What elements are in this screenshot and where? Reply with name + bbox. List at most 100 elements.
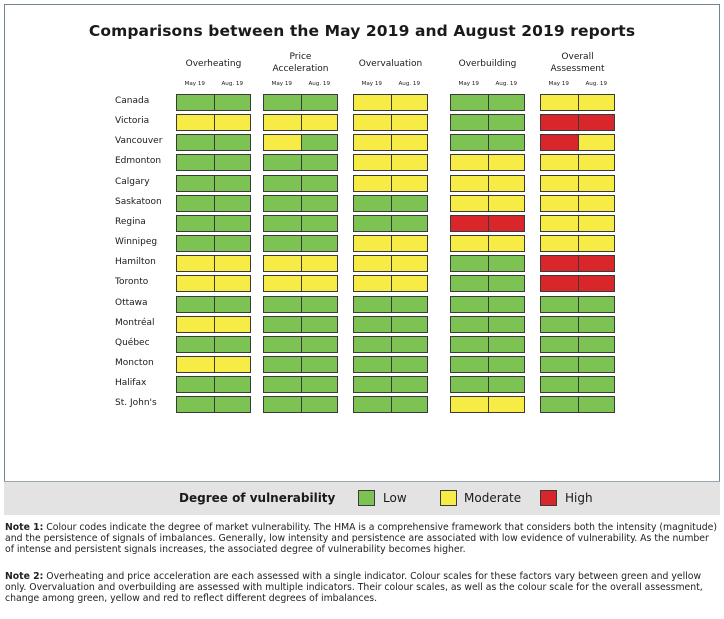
heatmap-cell (353, 295, 392, 313)
heatmap-cell (540, 275, 579, 293)
note-1: Note 1: Colour codes indicate the degree… (5, 522, 717, 556)
period-label: Aug. 19 (398, 81, 421, 87)
legend-swatch-low (358, 490, 375, 506)
legend-label-moderate: Moderate (464, 491, 522, 505)
heatmap-cell (450, 214, 489, 232)
heatmap-cell (300, 235, 338, 253)
heatmap-cell (540, 335, 579, 353)
heatmap-cell (487, 154, 525, 172)
heatmap-cell (390, 174, 428, 192)
heatmap-cell (263, 235, 302, 253)
heatmap-cell (450, 174, 489, 192)
heatmap-cell (300, 295, 338, 313)
heatmap-cell (577, 134, 615, 152)
row-label: Toronto (115, 277, 149, 288)
period-label: Aug. 19 (308, 81, 331, 87)
heatmap-cell (353, 114, 392, 132)
heatmap-cell (540, 214, 579, 232)
note-2: Note 2: Overheating and price accelerati… (5, 571, 717, 605)
heatmap-cell (450, 194, 489, 212)
heatmap-cell (487, 194, 525, 212)
heatmap-cell (263, 355, 302, 373)
heatmap-cell (390, 134, 428, 152)
legend-swatch-moderate (440, 490, 457, 506)
heatmap-cell (300, 275, 338, 293)
row-label: Calgary (115, 176, 150, 187)
heatmap-cell (487, 174, 525, 192)
heatmap-cell (487, 275, 525, 293)
legend-label-high: High (565, 491, 593, 505)
heatmap-cell (213, 335, 251, 353)
period-label: Aug. 19 (221, 81, 244, 87)
heatmap-cell (213, 295, 251, 313)
row-label: Halifax (115, 378, 147, 389)
heatmap-cell (353, 315, 392, 333)
heatmap-cell (390, 275, 428, 293)
heatmap-cell (176, 94, 215, 111)
heatmap-cell (300, 94, 338, 111)
heatmap-cell (577, 235, 615, 253)
heatmap-cell (450, 295, 489, 313)
heatmap-cell (487, 295, 525, 313)
heatmap-cell (390, 214, 428, 232)
heatmap-cell (213, 235, 251, 253)
heatmap-cell (540, 134, 579, 152)
heatmap-cell (540, 235, 579, 253)
period-label: Aug. 19 (585, 81, 608, 87)
group-label-overall-assessment: Overall Assessment (550, 52, 605, 74)
heatmap-cell (300, 174, 338, 192)
row-label: Montréal (115, 317, 155, 328)
row-label: Hamilton (115, 257, 156, 268)
heatmap-cell (390, 315, 428, 333)
heatmap-cell (213, 255, 251, 273)
heatmap-cell (176, 235, 215, 253)
heatmap-cell (390, 396, 428, 414)
heatmap-cell (353, 94, 392, 111)
heatmap-cell (577, 295, 615, 313)
heatmap-cell (353, 355, 392, 373)
group-label-overvaluation: Overvaluation (358, 59, 423, 69)
heatmap-cell (300, 255, 338, 273)
heatmap-cell (450, 154, 489, 172)
heatmap-cell (263, 174, 302, 192)
heatmap-cell (450, 315, 489, 333)
heatmap-cell (176, 396, 215, 414)
heatmap-cell (353, 134, 392, 152)
chart-title: Comparisons between the May 2019 and Aug… (88, 22, 636, 40)
heatmap-cell (353, 335, 392, 353)
row-label: Ottawa (115, 297, 148, 308)
heatmap-cell (263, 255, 302, 273)
heatmap-cell (577, 174, 615, 192)
heatmap-cell (390, 235, 428, 253)
heatmap-cell (300, 194, 338, 212)
heatmap-cell (577, 315, 615, 333)
heatmap-cell (577, 396, 615, 414)
heatmap-cell (390, 255, 428, 273)
heatmap-cell (577, 154, 615, 172)
heatmap-cell (450, 235, 489, 253)
heatmap-cell (577, 114, 615, 132)
heatmap-cell (176, 174, 215, 192)
heatmap-cell (450, 134, 489, 152)
row-label: Vancouver (115, 136, 163, 147)
heatmap-cell (213, 315, 251, 333)
heatmap-cell (176, 355, 215, 373)
heatmap-cell (540, 355, 579, 373)
heatmap-cell (577, 255, 615, 273)
heatmap-cell (540, 174, 579, 192)
heatmap-cell (487, 235, 525, 253)
row-label: Saskatoon (115, 196, 162, 207)
heatmap-cell (577, 355, 615, 373)
heatmap-cell (263, 134, 302, 152)
legend-title: Degree of vulnerability (179, 491, 336, 505)
heatmap-cell (176, 376, 215, 394)
heatmap-cell (540, 396, 579, 414)
heatmap-cell (213, 355, 251, 373)
heatmap-cell (353, 214, 392, 232)
heatmap-cell (300, 355, 338, 373)
heatmap-cell (390, 376, 428, 394)
row-label: Québec (115, 337, 150, 348)
heatmap-cell (300, 154, 338, 172)
heatmap-cell (176, 295, 215, 313)
period-label: May 19 (271, 81, 292, 87)
